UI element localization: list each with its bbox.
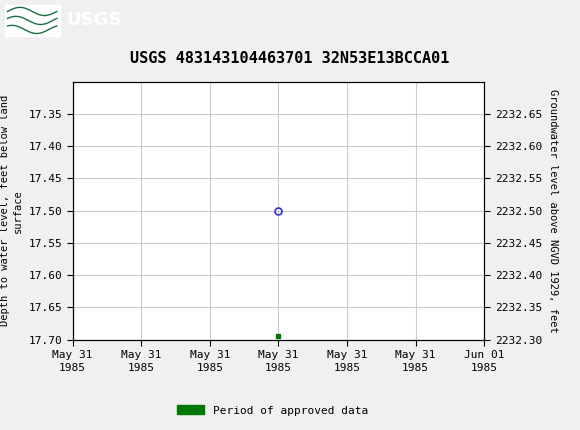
- Legend: Period of approved data: Period of approved data: [172, 401, 373, 420]
- Text: USGS: USGS: [67, 12, 122, 29]
- Y-axis label: Groundwater level above NGVD 1929, feet: Groundwater level above NGVD 1929, feet: [548, 89, 557, 332]
- Y-axis label: Depth to water level, feet below land
surface: Depth to water level, feet below land su…: [0, 95, 23, 326]
- Text: USGS 483143104463701 32N53E13BCCA01: USGS 483143104463701 32N53E13BCCA01: [130, 51, 450, 65]
- Bar: [5, 5, 60, 36]
